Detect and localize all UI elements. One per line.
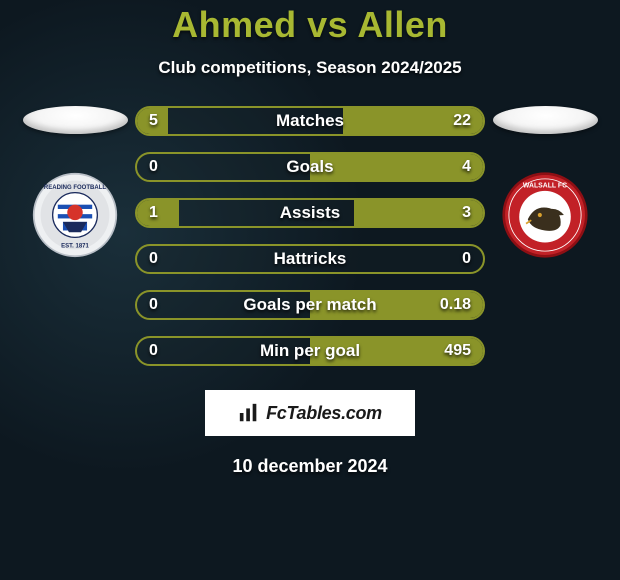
- player-oval-right: [493, 106, 598, 134]
- svg-text:READING FOOTBALL: READING FOOTBALL: [44, 185, 106, 191]
- date-text: 10 december 2024: [0, 456, 620, 477]
- left-player-column: READING FOOTBALL EST. 1871: [15, 106, 135, 258]
- stat-row: 00.18Goals per match: [135, 290, 485, 320]
- stat-row: 0495Min per goal: [135, 336, 485, 366]
- bar-fill-right: [343, 108, 483, 134]
- fctables-watermark: FcTables.com: [205, 390, 415, 436]
- bar-fill-left: [137, 108, 168, 134]
- bar-fill-left: [137, 200, 179, 226]
- club-badge-right: WALSALL FC: [502, 172, 588, 258]
- chart-icon: [238, 402, 260, 424]
- page-title: Ahmed vs Allen: [0, 4, 620, 46]
- stat-row: 04Goals: [135, 152, 485, 182]
- stat-row: 13Assists: [135, 198, 485, 228]
- fctables-label: FcTables.com: [266, 403, 382, 424]
- stat-row: 522Matches: [135, 106, 485, 136]
- subtitle: Club competitions, Season 2024/2025: [0, 58, 620, 78]
- right-player-column: WALSALL FC: [485, 106, 605, 258]
- bar-fill-right: [354, 200, 483, 226]
- stat-row: 00Hattricks: [135, 244, 485, 274]
- main-content: Ahmed vs Allen Club competitions, Season…: [0, 0, 620, 580]
- svg-text:WALSALL FC: WALSALL FC: [523, 182, 567, 189]
- stat-bars: 522Matches 04Goals 13Assists 00Hattricks 00.…: [135, 106, 485, 366]
- reading-fc-badge-icon: READING FOOTBALL EST. 1871: [32, 172, 118, 258]
- walsall-fc-badge-icon: WALSALL FC: [502, 172, 588, 258]
- player-oval-left: [23, 106, 128, 134]
- svg-text:EST. 1871: EST. 1871: [61, 244, 89, 250]
- club-badge-left: READING FOOTBALL EST. 1871: [32, 172, 118, 258]
- bar-fill-right: [310, 292, 483, 318]
- bar-fill-right: [310, 338, 483, 364]
- bar-track: [135, 244, 485, 274]
- comparison-area: READING FOOTBALL EST. 1871 522Matches 04G…: [0, 106, 620, 366]
- bar-fill-right: [310, 154, 483, 180]
